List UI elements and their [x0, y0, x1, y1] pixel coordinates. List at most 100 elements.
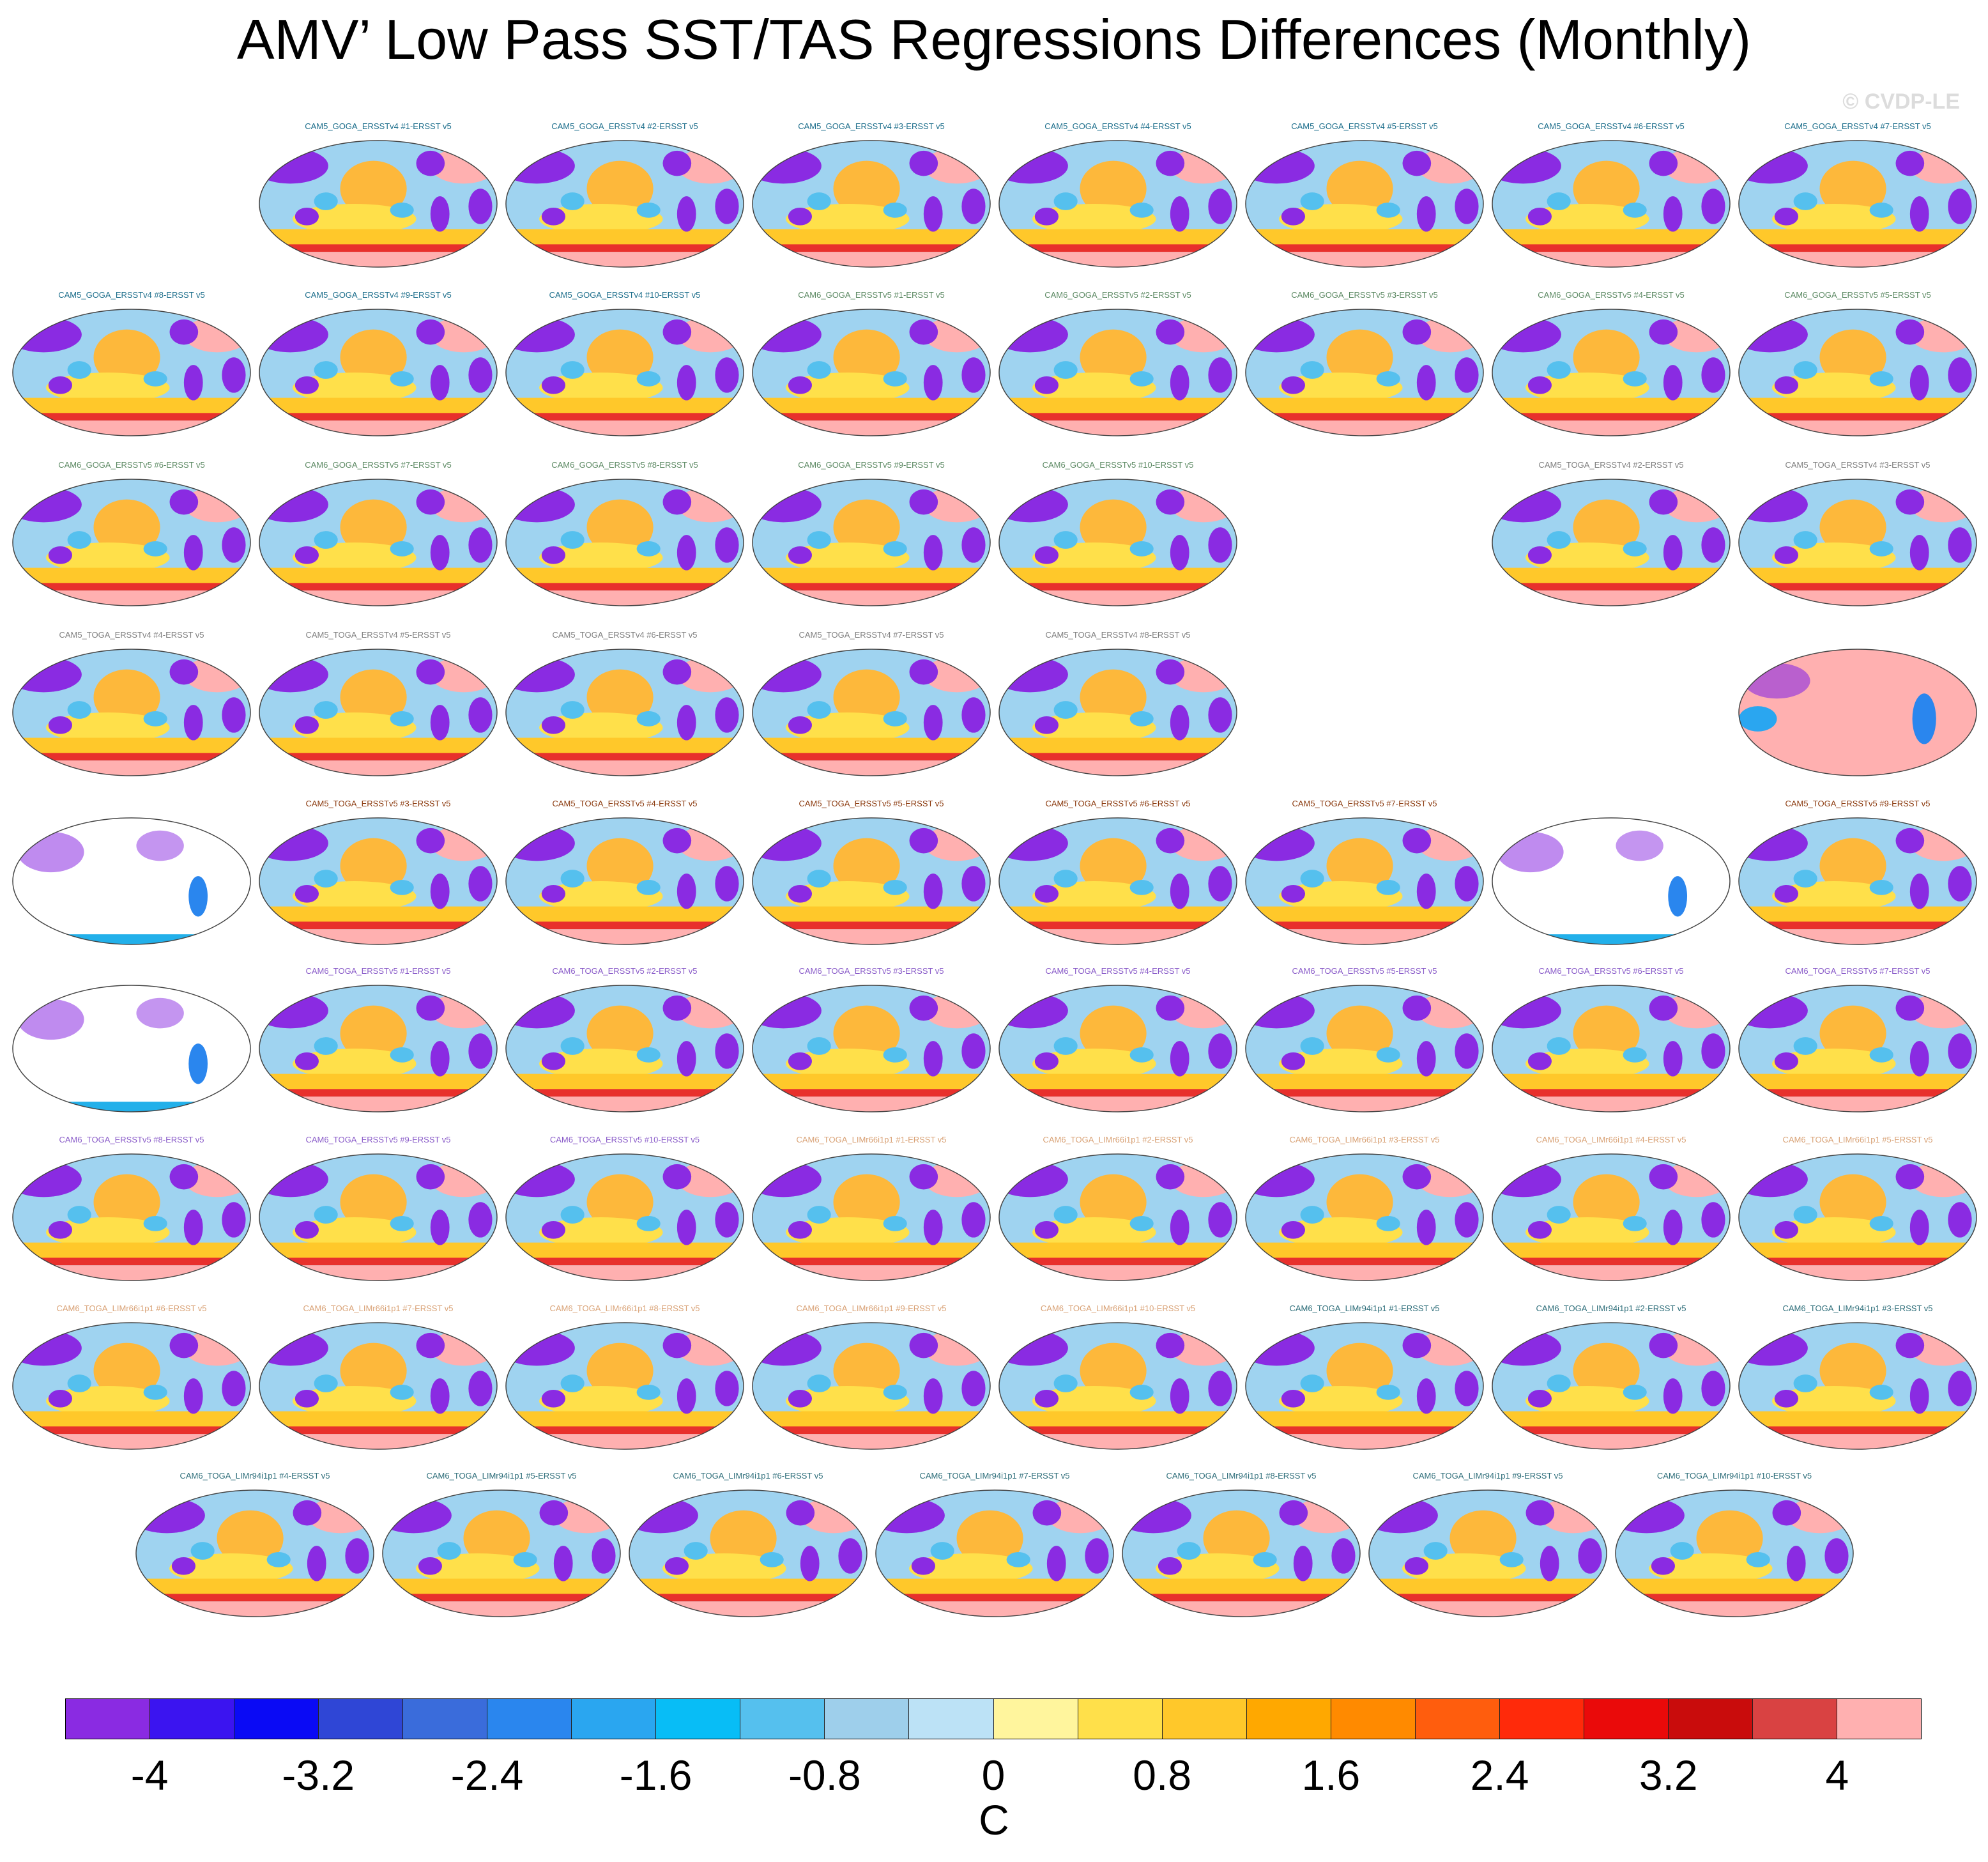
map-field — [1739, 1154, 1977, 1281]
map-panel: CAM6_GOGA_ERSSTv5 #5-ERSST v5 — [1738, 290, 1977, 436]
panel-title: CAM5_GOGA_ERSSTv4 #4-ERSST v5 — [1044, 121, 1191, 131]
map-field — [1739, 141, 1977, 267]
colorbar-box-1 — [150, 1699, 235, 1739]
map-field — [1369, 1490, 1607, 1617]
map-field — [506, 1154, 744, 1281]
map-field — [259, 985, 497, 1112]
map-outline — [12, 649, 251, 776]
map-outline — [382, 1489, 621, 1617]
map-outline — [12, 985, 251, 1112]
map-panel: CAM6_TOGA_LIMr66i1p1 #3-ERSST v5 — [1245, 1135, 1484, 1281]
colorbar-box-2 — [234, 1699, 319, 1739]
map-field — [259, 479, 497, 606]
map-field — [999, 141, 1237, 267]
map-panel: CAM6_TOGA_ERSSTv5 #5-ERSST v5 — [1245, 966, 1484, 1112]
map-field — [1246, 141, 1483, 267]
panel-title: CAM6_GOGA_ERSSTv5 #8-ERSST v5 — [551, 460, 698, 470]
panel-title: CAM6_TOGA_LIMr94i1p1 #3-ERSST v5 — [1782, 1304, 1932, 1313]
panel-title: CAM5_GOGA_ERSSTv4 #5-ERSST v5 — [1291, 121, 1438, 131]
map-outline — [1738, 140, 1977, 268]
map-panel: CAM6_TOGA_LIMr94i1p1 #9-ERSST v5 — [1368, 1471, 1607, 1617]
map-outline — [505, 1153, 744, 1281]
map-panel: CAM6_TOGA_LIMr94i1p1 #5-ERSST v5 — [382, 1471, 621, 1617]
map-panel: CAM6_GOGA_ERSSTv5 #7-ERSST v5 — [259, 460, 498, 606]
panel-title: CAM6_GOGA_ERSSTv5 #3-ERSST v5 — [1291, 290, 1438, 300]
map-outline — [752, 140, 991, 268]
map-panel: CAM6_TOGA_LIMr66i1p1 #4-ERSST v5 — [1492, 1135, 1731, 1281]
map-outline — [259, 649, 498, 776]
map-panel: CAM6_TOGA_LIMr94i1p1 #8-ERSST v5 — [1122, 1471, 1361, 1617]
panel-title: CAM6_GOGA_ERSSTv5 #1-ERSST v5 — [798, 290, 945, 300]
panel-title: CAM6_TOGA_ERSSTv5 #3-ERSST v5 — [799, 966, 944, 976]
map-panel: CAM5_GOGA_ERSSTv4 #1-ERSST v5 — [259, 121, 498, 268]
map-outline — [998, 985, 1237, 1112]
map-outline — [259, 985, 498, 1112]
colorbar-tick: -1.6 — [619, 1751, 692, 1799]
colorbar-box-0 — [66, 1699, 151, 1739]
map-outline — [1738, 309, 1977, 436]
map-outline — [1738, 479, 1977, 606]
panel-title: CAM6_TOGA_LIMr94i1p1 #1-ERSST v5 — [1289, 1304, 1439, 1313]
panel-title: CAM5_GOGA_ERSSTv4 #10-ERSST v5 — [549, 290, 701, 300]
map-outline — [1738, 817, 1977, 945]
map-outline — [1738, 649, 1977, 776]
map-field — [1739, 649, 1977, 776]
map-outline — [1492, 1322, 1731, 1450]
colorbar-box-6 — [572, 1699, 657, 1739]
map-outline — [1492, 817, 1731, 945]
map-outline — [998, 479, 1237, 606]
colorbar-tick: -3.2 — [282, 1751, 355, 1799]
map-outline — [875, 1489, 1114, 1617]
panel-title: CAM6_TOGA_LIMr66i1p1 #3-ERSST v5 — [1289, 1135, 1439, 1144]
map-panel: CAM5_GOGA_ERSSTv4 #2-ERSST v5 — [505, 121, 744, 268]
map-panel: CAM6_TOGA_LIMr94i1p1 #10-ERSST v5 — [1615, 1471, 1854, 1617]
colorbar-tick-labels: -4 -3.2 -2.4 -1.6 -0.8 0 0.8 1.6 2.4 3.2 4 — [0, 1751, 1988, 1802]
map-panel: CAM6_TOGA_LIMr66i1p1 #7-ERSST v5 — [259, 1304, 498, 1450]
map-panel: CAM6_GOGA_ERSSTv5 #8-ERSST v5 — [505, 460, 744, 606]
map-panel: CAM6_GOGA_ERSSTv5 #3-ERSST v5 — [1245, 290, 1484, 436]
panel-title: CAM6_TOGA_LIMr94i1p1 #8-ERSST v5 — [1166, 1471, 1316, 1481]
colorbar-box-9 — [825, 1699, 910, 1739]
map-field — [13, 818, 250, 944]
map-field — [1122, 1490, 1360, 1617]
map-field — [1616, 1490, 1853, 1617]
map-panel: CAM6_TOGA_ERSSTv5 #6-ERSST v5 — [1492, 966, 1731, 1112]
panel-title: CAM5_TOGA_ERSSTv4 #8-ERSST v5 — [1045, 630, 1190, 640]
map-field — [1739, 818, 1977, 944]
map-panel: CAM6_TOGA_LIMr94i1p1 #2-ERSST v5 — [1492, 1304, 1731, 1450]
panel-title: CAM5_GOGA_ERSSTv4 #7-ERSST v5 — [1784, 121, 1931, 131]
colorbar-tick: -4 — [130, 1751, 169, 1799]
map-outline — [505, 479, 744, 606]
map-field — [506, 479, 744, 606]
map-outline — [1738, 1322, 1977, 1450]
colorbar-box-16 — [1415, 1699, 1500, 1739]
panel-title: CAM6_TOGA_ERSSTv5 #1-ERSST v5 — [305, 966, 450, 976]
colorbar-box-5 — [487, 1699, 572, 1739]
panel-title: CAM6_TOGA_ERSSTv5 #6-ERSST v5 — [1538, 966, 1683, 976]
map-panel: CAM6_TOGA_LIMr94i1p1 #4-ERSST v5 — [135, 1471, 374, 1617]
map-outline — [1492, 309, 1731, 436]
watermark: © CVDP-LE — [1842, 89, 1960, 114]
panel-title: CAM5_GOGA_ERSSTv4 #1-ERSST v5 — [305, 121, 452, 131]
map-field — [506, 309, 744, 436]
colorbar-box-21 — [1837, 1699, 1922, 1739]
colorbar-box-4 — [403, 1699, 488, 1739]
map-panel: CAM6_GOGA_ERSSTv5 #2-ERSST v5 — [998, 290, 1237, 436]
map-field — [999, 818, 1237, 944]
map-outline — [998, 140, 1237, 268]
panel-title: CAM6_GOGA_ERSSTv5 #7-ERSST v5 — [305, 460, 452, 470]
map-panel: CAM6_TOGA_LIMr94i1p1 #6-ERSST v5 — [629, 1471, 868, 1617]
map-field — [506, 1323, 744, 1449]
colorbar-box-18 — [1584, 1699, 1669, 1739]
map-outline — [1492, 1153, 1731, 1281]
map-outline — [505, 309, 744, 436]
map-outline — [1245, 985, 1484, 1112]
panel-title: CAM5_TOGA_ERSSTv4 #5-ERSST v5 — [305, 630, 450, 640]
map-outline — [259, 1153, 498, 1281]
map-field — [1492, 479, 1730, 606]
map-outline — [752, 1322, 991, 1450]
map-panel: CAM6_TOGA_ERSSTv5 #2-ERSST v5 — [505, 966, 744, 1112]
map-field — [753, 649, 990, 776]
panel-title: CAM5_TOGA_ERSSTv5 #4-ERSST v5 — [552, 799, 697, 808]
